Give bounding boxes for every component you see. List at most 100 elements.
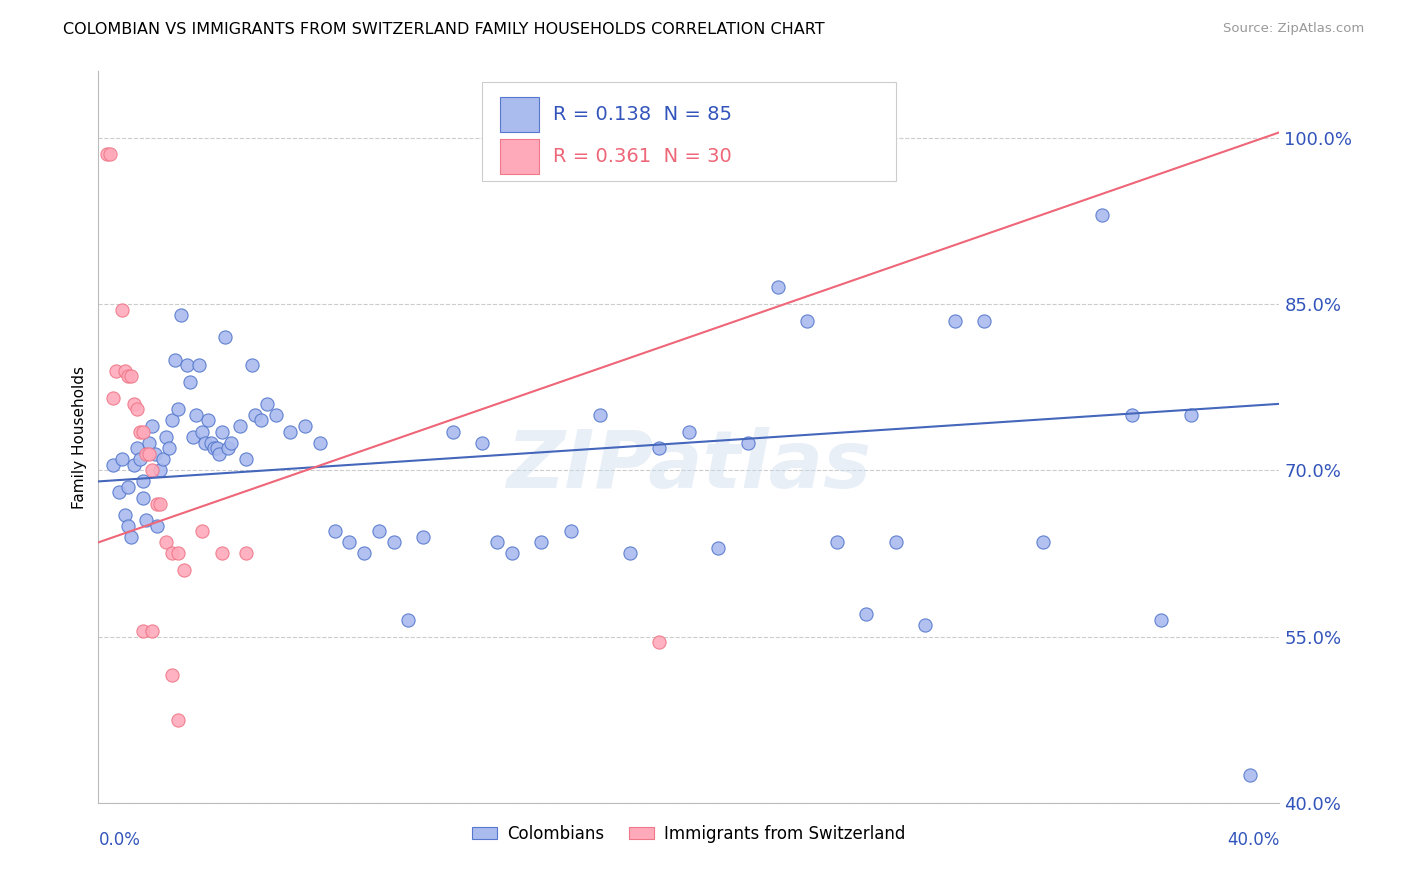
Point — [138, 447, 160, 461]
Point — [398, 613, 420, 627]
Point — [1121, 408, 1143, 422]
Point — [155, 535, 177, 549]
Point — [122, 458, 145, 472]
Point — [1239, 768, 1261, 782]
Point — [149, 463, 172, 477]
Point — [165, 352, 187, 367]
Point — [167, 713, 190, 727]
Point — [208, 447, 231, 461]
Point — [141, 419, 163, 434]
Point — [250, 413, 273, 427]
Point — [155, 430, 177, 444]
Point — [146, 518, 169, 533]
Point — [486, 535, 509, 549]
FancyBboxPatch shape — [501, 97, 538, 132]
Point — [200, 435, 222, 450]
Point — [128, 452, 150, 467]
Point — [117, 518, 139, 533]
Point — [737, 435, 759, 450]
Point — [191, 524, 214, 539]
Point — [280, 425, 302, 439]
Point — [221, 435, 243, 450]
Point — [471, 435, 494, 450]
Point — [181, 430, 204, 444]
Point — [214, 330, 236, 344]
Point — [162, 668, 183, 682]
Point — [530, 535, 553, 549]
Point — [501, 546, 523, 560]
Point — [211, 425, 233, 439]
Point — [114, 508, 136, 522]
Point — [353, 546, 375, 560]
Point — [678, 425, 700, 439]
Point — [105, 363, 128, 377]
Point — [141, 624, 163, 638]
Point — [560, 524, 582, 539]
Point — [884, 535, 907, 549]
Point — [197, 413, 219, 427]
Point — [146, 497, 169, 511]
Point — [191, 425, 214, 439]
Point — [187, 358, 209, 372]
Point — [855, 607, 877, 622]
Point — [382, 535, 405, 549]
Point — [135, 447, 157, 461]
Point — [264, 408, 287, 422]
Point — [114, 363, 136, 377]
Point — [132, 491, 155, 505]
Point — [796, 314, 818, 328]
Point — [1091, 209, 1114, 223]
Point — [125, 441, 148, 455]
Point — [103, 458, 125, 472]
Point — [149, 497, 172, 511]
Point — [648, 441, 671, 455]
Point — [152, 452, 174, 467]
Point — [162, 413, 183, 427]
Point — [1180, 408, 1202, 422]
Point — [339, 535, 361, 549]
Point — [825, 535, 848, 549]
FancyBboxPatch shape — [482, 82, 896, 181]
Point — [240, 358, 263, 372]
Point — [943, 314, 966, 328]
Point — [157, 441, 180, 455]
Point — [135, 513, 157, 527]
Point — [294, 419, 316, 434]
Point — [117, 480, 139, 494]
Point — [516, 131, 538, 145]
Point — [441, 425, 464, 439]
Point — [217, 441, 239, 455]
Y-axis label: Family Households: Family Households — [72, 366, 87, 508]
Text: 0.0%: 0.0% — [98, 830, 141, 848]
Text: Source: ZipAtlas.com: Source: ZipAtlas.com — [1223, 22, 1364, 36]
Point — [162, 546, 183, 560]
Point — [368, 524, 391, 539]
Point — [973, 314, 995, 328]
Point — [179, 375, 201, 389]
Point — [205, 441, 228, 455]
Point — [243, 408, 266, 422]
Point — [256, 397, 278, 411]
Point — [202, 441, 225, 455]
Point — [173, 563, 195, 577]
Text: R = 0.361  N = 30: R = 0.361 N = 30 — [553, 147, 733, 167]
Point — [138, 435, 160, 450]
Point — [707, 541, 730, 555]
Point — [132, 425, 155, 439]
Point — [184, 408, 207, 422]
Point — [194, 435, 217, 450]
Point — [235, 546, 257, 560]
Point — [128, 425, 150, 439]
Point — [1150, 613, 1173, 627]
Point — [122, 397, 145, 411]
Point — [176, 358, 198, 372]
Point — [648, 635, 671, 649]
Point — [412, 530, 434, 544]
Point — [914, 618, 936, 632]
Point — [117, 369, 139, 384]
Point — [170, 308, 193, 322]
Point — [108, 485, 131, 500]
Point — [167, 402, 190, 417]
FancyBboxPatch shape — [501, 139, 538, 175]
Point — [167, 546, 190, 560]
